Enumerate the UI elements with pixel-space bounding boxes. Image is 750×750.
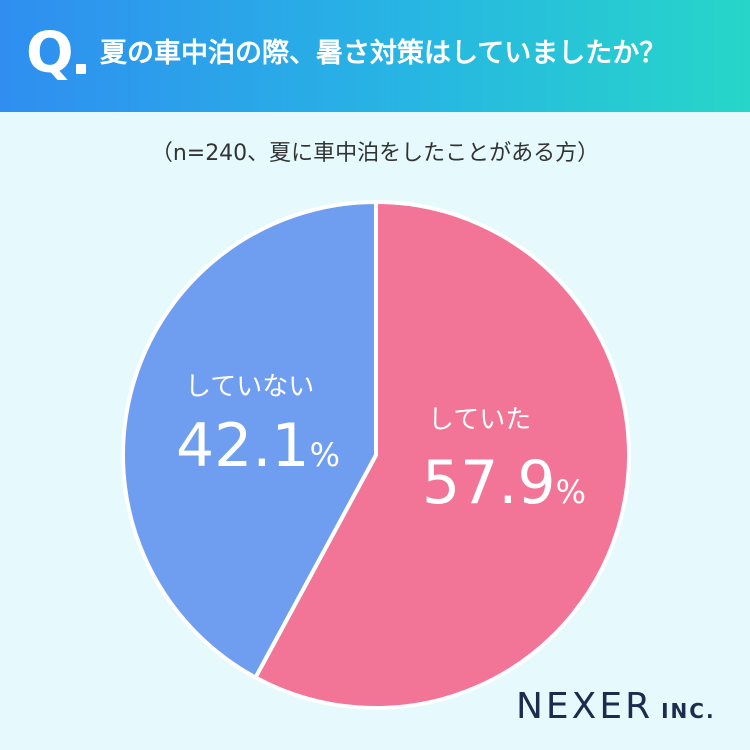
- q-mark: Q: [26, 21, 74, 86]
- nexer-logo: NEXER INC.: [516, 686, 716, 727]
- brand-name: NEXER: [516, 686, 654, 727]
- pie-slice-did: [253, 200, 631, 710]
- slice-value-did-not-number: 42.1: [176, 411, 310, 481]
- slice-value-did-unit: %: [556, 473, 586, 511]
- question-header: Q 夏の車中泊の際、暑さ対策はしていましたか？: [0, 0, 750, 112]
- slice-value-did-number: 57.9: [422, 448, 556, 518]
- slice-value-did: 57.9%: [422, 448, 586, 518]
- brand-suffix: INC.: [661, 699, 716, 723]
- slice-label-did: していた: [428, 405, 531, 435]
- pie-slice-did-not: [121, 200, 378, 680]
- slice-value-did-not-unit: %: [310, 436, 340, 474]
- sample-note: （n=240、夏に車中泊をしたことがある方）: [150, 141, 600, 166]
- slice-label-did-not: していない: [185, 372, 314, 402]
- slice-value-did-not: 42.1%: [176, 411, 340, 481]
- question-text: 夏の車中泊の際、暑さ対策はしていましたか？: [100, 38, 667, 69]
- q-mark-dot: [76, 64, 86, 74]
